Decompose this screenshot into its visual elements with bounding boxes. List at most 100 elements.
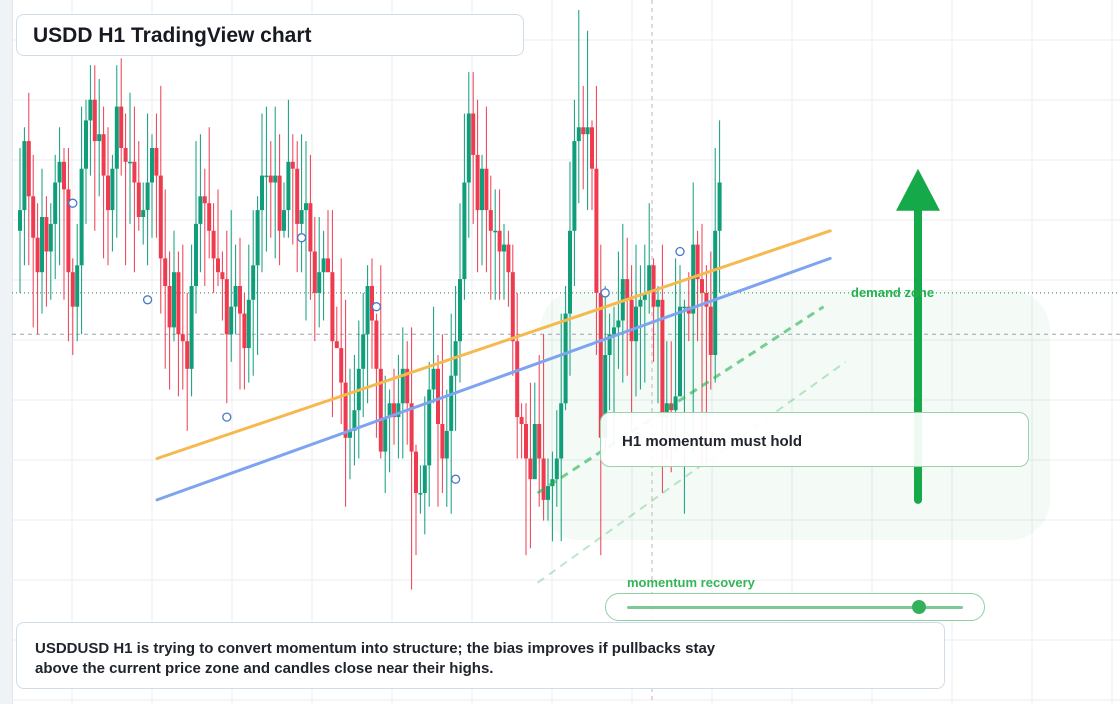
bear-candle	[290, 161, 295, 169]
bull-candle	[444, 430, 449, 459]
projection-line	[537, 361, 847, 584]
bull-candle	[546, 486, 550, 500]
bear-candle	[330, 272, 335, 342]
bull-candle	[251, 265, 256, 300]
bull-candle	[383, 417, 388, 452]
bull-candle	[664, 403, 669, 418]
bull-candle	[286, 161, 291, 211]
bull-candle	[88, 99, 93, 121]
bear-candle	[119, 106, 124, 148]
momentum-meter-label: momentum recovery	[627, 575, 755, 590]
bull-candle	[559, 403, 564, 459]
bear-candle	[339, 348, 344, 383]
bear-candle	[524, 424, 528, 459]
bull-candle	[691, 244, 696, 314]
bear-candle	[238, 286, 242, 314]
caption-panel: USDDUSD H1 is trying to convert momentum…	[16, 622, 945, 689]
bear-candle	[510, 272, 515, 342]
bull-candle	[53, 182, 58, 224]
bear-candle	[326, 258, 330, 273]
bull-candle	[352, 410, 357, 431]
bull-candle	[194, 223, 198, 286]
bear-candle	[62, 161, 66, 190]
demand-zone-label: demand zone	[851, 285, 935, 300]
bear-candle	[92, 99, 97, 142]
bear-candle	[704, 292, 709, 307]
bear-candle	[497, 230, 502, 252]
bear-candle	[519, 417, 524, 424]
pivot-marker	[600, 288, 610, 298]
bull-candle	[172, 272, 176, 328]
bull-candle	[612, 327, 616, 335]
bull-candle	[18, 210, 22, 231]
bear-candle	[471, 113, 476, 155]
bull-candle	[282, 210, 286, 231]
bear-candle	[31, 196, 36, 238]
bull-candle	[717, 182, 722, 231]
bear-candle	[224, 279, 229, 335]
bull-candle	[400, 368, 405, 404]
bull-candle	[48, 223, 53, 252]
bull-candle	[418, 493, 423, 495]
bear-candle	[409, 403, 414, 452]
momentum-note-text: H1 momentum must hold	[622, 433, 803, 450]
bear-candle	[343, 382, 348, 438]
bull-candle	[84, 120, 88, 169]
bear-candle	[167, 286, 172, 328]
bear-candle	[176, 272, 181, 335]
orange-trendline	[155, 229, 832, 460]
bear-candle	[700, 279, 704, 293]
bear-candle	[629, 299, 634, 342]
bull-candle	[317, 272, 322, 293]
bear-candle	[594, 168, 599, 293]
bull-candle	[97, 134, 102, 142]
bear-candle	[625, 279, 630, 300]
bear-candle	[370, 286, 374, 321]
bear-candle	[123, 148, 128, 162]
bear-candle	[598, 292, 603, 438]
bear-candle	[392, 403, 396, 418]
bull-candle	[634, 306, 638, 342]
momentum-meter	[605, 593, 985, 621]
bear-candle	[541, 458, 546, 500]
bull-candle	[493, 230, 498, 233]
pivot-marker	[296, 233, 307, 243]
pivot-marker	[675, 246, 685, 257]
bull-candle	[145, 182, 150, 211]
bull-candle	[532, 424, 537, 480]
bull-candle	[79, 168, 84, 266]
bull-candle	[422, 465, 427, 493]
bear-candle	[660, 299, 665, 418]
bull-candle	[502, 244, 506, 252]
bull-candle	[260, 175, 264, 211]
bull-candle	[348, 430, 352, 438]
bear-candle	[66, 189, 71, 273]
bull-candle	[387, 403, 392, 418]
bull-candle	[110, 168, 115, 211]
bull-candle	[607, 334, 612, 355]
bull-candle	[273, 175, 278, 183]
bull-candle	[255, 210, 260, 266]
bear-candle	[484, 168, 489, 211]
bull-candle	[678, 306, 682, 397]
bull-candle	[585, 127, 590, 135]
bull-candle	[114, 106, 119, 169]
bull-candle	[563, 313, 568, 404]
bull-candle	[233, 286, 238, 307]
bull-candle	[321, 258, 326, 273]
bear-candle	[436, 368, 440, 424]
pivot-marker	[222, 412, 232, 422]
bull-candle	[431, 368, 436, 390]
bull-candle	[264, 175, 269, 178]
bear-candle	[308, 203, 313, 252]
bull-candle	[229, 306, 234, 335]
momentum-meter-knob[interactable]	[912, 600, 927, 614]
bull-candle	[299, 210, 304, 224]
bull-candle	[576, 127, 581, 142]
bear-candle	[44, 217, 49, 252]
bull-candle	[616, 320, 621, 328]
bear-candle	[515, 341, 520, 418]
bull-candle	[396, 403, 401, 418]
bull-candle	[141, 210, 146, 217]
